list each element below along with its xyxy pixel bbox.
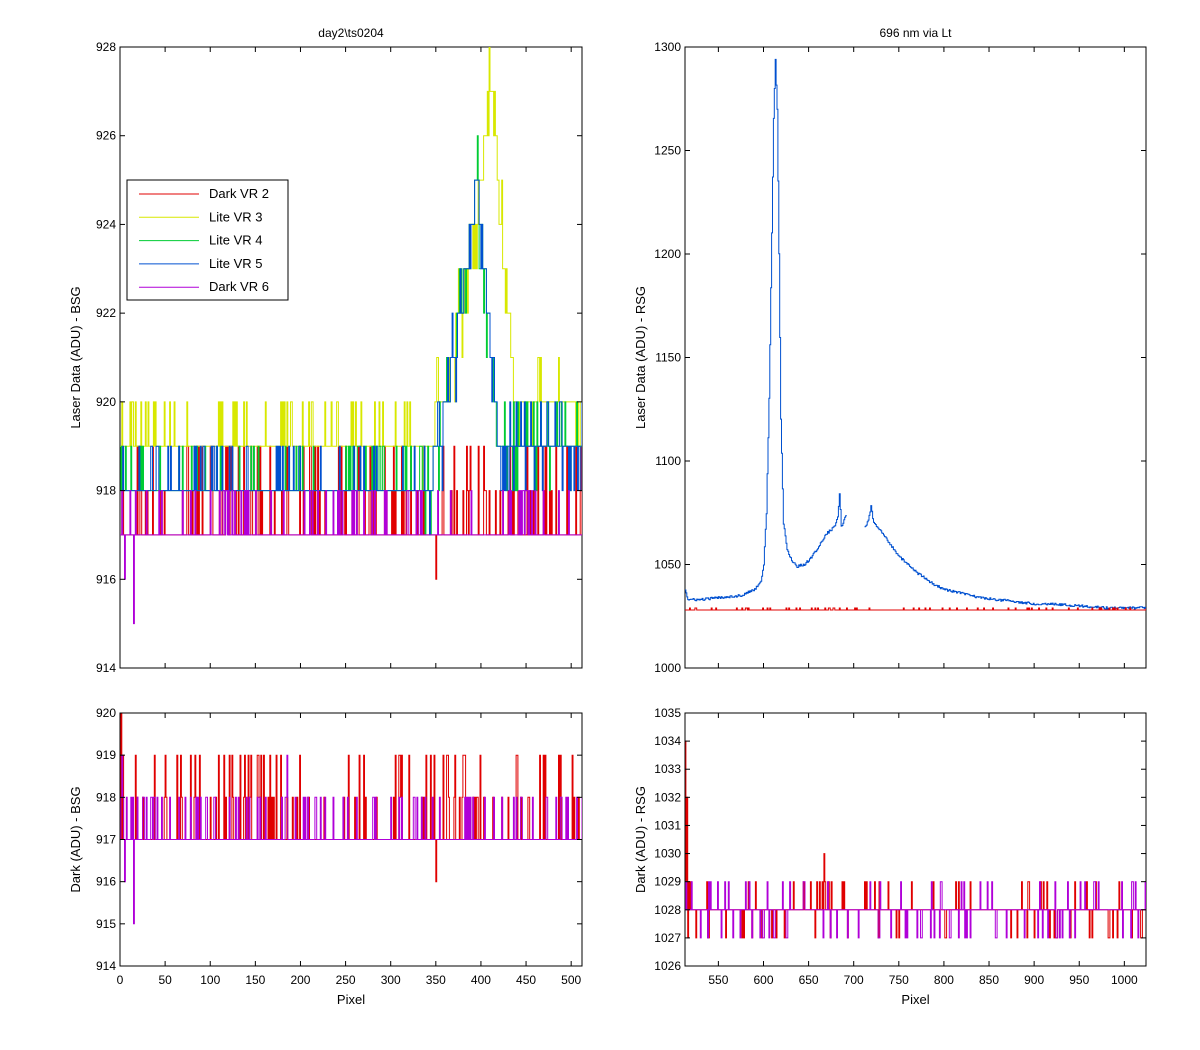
- y-tick-label: 919: [96, 748, 116, 762]
- series-line-dark-vr-6: [685, 881, 1146, 939]
- y-tick-label: 1000: [654, 661, 681, 675]
- y-tick-label: 1026: [654, 959, 681, 973]
- y-tick-label: 1250: [654, 144, 681, 158]
- series-group: [120, 47, 582, 625]
- legend-label: Lite VR 4: [209, 233, 262, 248]
- y-tick-label: 1027: [654, 931, 681, 945]
- x-tick-label: 1000: [1111, 973, 1138, 987]
- y-tick-label: 1028: [654, 903, 681, 917]
- legend: Dark VR 2 Lite VR 3 Lite VR 4 Lite VR 5 Dark…: [126, 179, 289, 301]
- y-tick-label: 917: [96, 833, 116, 847]
- x-tick-label: 500: [561, 973, 581, 987]
- y-tick-label: 916: [96, 875, 116, 889]
- x-axis-label: Pixel: [901, 992, 929, 1007]
- y-tick-label: 1034: [654, 734, 681, 748]
- x-tick-label: 100: [200, 973, 220, 987]
- x-tick-label: 150: [245, 973, 265, 987]
- y-tick-label: 928: [96, 40, 116, 54]
- legend-label: Dark VR 2: [209, 186, 269, 201]
- x-tick-label: 750: [889, 973, 909, 987]
- x-tick-label: 800: [934, 973, 954, 987]
- bottom-left-plot: 914 915 916 917 918 919 920 0 50 100 150 200 250 300 3…: [68, 706, 583, 1007]
- x-tick-label: 950: [1069, 973, 1089, 987]
- y-tick-label: 918: [96, 790, 116, 804]
- legend-label: Dark VR 6: [209, 279, 269, 294]
- y-tick-label: 924: [96, 217, 116, 231]
- x-tick-label: 0: [117, 973, 124, 987]
- series-line-dark-vr-2-6-: [685, 607, 1146, 611]
- x-tick-label: 250: [336, 973, 356, 987]
- x-tick-label: 350: [426, 973, 446, 987]
- y-tick-label: 920: [96, 395, 116, 409]
- y-tick-label: 1031: [654, 818, 681, 832]
- legend-label: Lite VR 5: [209, 256, 262, 271]
- y-tick-label: 1033: [654, 762, 681, 776]
- bottom-right-plot: 1026 1027 1028 1029 1030 1031 1032 1033 1034 1035…: [633, 706, 1147, 1007]
- y-tick-label: 1032: [654, 790, 681, 804]
- x-tick-label: 300: [381, 973, 401, 987]
- top-left-plot: 914 916 918 920 922 924 926 928 day2\ts0204 Laser…: [68, 26, 583, 675]
- y-axis-label: Laser Data (ADU) - BSG: [68, 286, 83, 428]
- y-axis-label: Laser Data (ADU) - RSG: [633, 286, 648, 429]
- y-tick-label: 1029: [654, 875, 681, 889]
- y-tick-label: 1300: [654, 40, 681, 54]
- y-tick-label: 1035: [654, 706, 681, 720]
- x-tick-label: 550: [708, 973, 728, 987]
- y-tick-label: 915: [96, 917, 116, 931]
- x-tick-label: 600: [753, 973, 773, 987]
- chart-title: 696 nm via Lt: [879, 26, 952, 40]
- y-tick-label: 1050: [654, 558, 681, 572]
- x-axis-label: Pixel: [337, 992, 365, 1007]
- series-group: [120, 713, 582, 925]
- series-group: [685, 740, 1146, 939]
- y-tick-label: 918: [96, 484, 116, 498]
- x-tick-label: 900: [1024, 973, 1044, 987]
- series-group: [685, 58, 1146, 611]
- x-tick-label: 850: [979, 973, 999, 987]
- y-tick-label: 1150: [655, 351, 681, 365]
- plot-area: [684, 46, 1147, 669]
- y-tick-label: 1030: [654, 847, 681, 861]
- chart-title: day2\ts0204: [318, 26, 384, 40]
- legend-label: Lite VR 3: [209, 209, 262, 224]
- y-axis-label: Dark (ADU) - RSG: [633, 786, 648, 893]
- plot-area: [119, 46, 583, 669]
- legend-box: [126, 179, 289, 301]
- x-tick-label: 50: [158, 973, 172, 987]
- y-tick-label: 926: [96, 129, 116, 143]
- x-tick-label: 200: [290, 973, 310, 987]
- y-tick-label: 1200: [654, 247, 681, 261]
- y-tick-label: 920: [96, 706, 116, 720]
- y-axis-label: Dark (ADU) - BSG: [68, 786, 83, 892]
- series-line-dark-vr-6: [120, 490, 582, 625]
- x-tick-label: 400: [471, 973, 491, 987]
- x-tick-label: 650: [799, 973, 819, 987]
- y-tick-label: 922: [96, 306, 116, 320]
- top-right-plot: 1000 1050 1100 1150 1200 1250 1300 696 nm via L…: [633, 26, 1147, 675]
- y-tick-label: 1100: [655, 454, 681, 468]
- series-line-dark-vr-6: [120, 754, 582, 925]
- series-line-lite-vr-5: [120, 179, 582, 536]
- plot-area: [684, 712, 1147, 967]
- y-tick-label: 916: [96, 572, 116, 586]
- y-tick-label: 914: [96, 959, 116, 973]
- series-line-lite-spectrum-vr-3-4-5-: [685, 58, 1146, 610]
- y-tick-label: 914: [96, 661, 116, 675]
- x-tick-label: 700: [844, 973, 864, 987]
- x-tick-label: 450: [516, 973, 536, 987]
